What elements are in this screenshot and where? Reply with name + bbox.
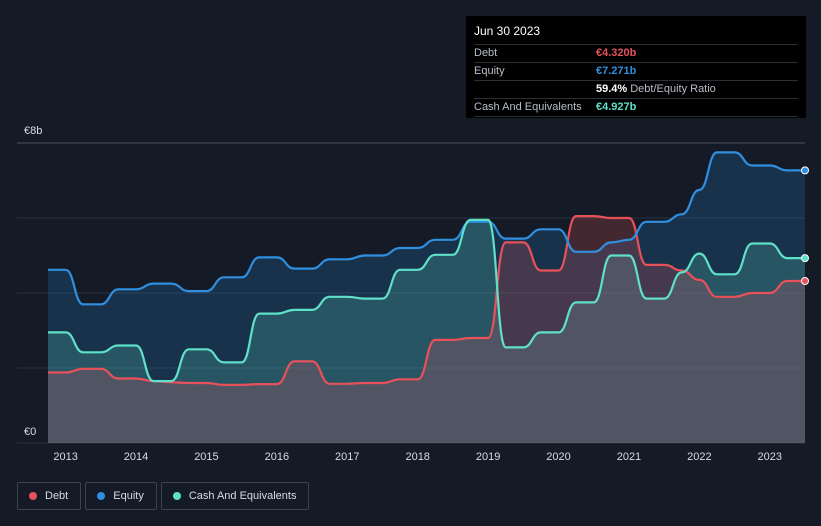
tooltip-debt-value: €4.320b [596,47,637,59]
tooltip-cash-value: €4.927b [596,101,637,113]
y-tick-label: €0 [24,426,36,438]
x-tick-label: 2016 [265,451,289,463]
series-areas [48,152,805,443]
equity-dot-icon [97,492,106,500]
x-tick-label: 2015 [194,451,218,463]
legend-debt-label: Debt [45,490,69,502]
equity-line [48,151,805,306]
debt-endpoint [801,277,809,285]
x-tick-label: 2014 [124,451,148,463]
debt-line [48,214,805,386]
tooltip-debt-label: Debt [474,47,498,59]
cash-and-equivalents-area [48,219,805,443]
legend-item-equity[interactable]: Equity [85,482,157,510]
y-axis-labels: €8b €0 [24,125,42,438]
tooltip-equity-label: Equity [474,65,505,77]
x-tick-label: 2020 [546,451,570,463]
tooltip-equity-row: Equity €7.271b [474,62,798,80]
cash-dot-icon [172,492,181,500]
y-tick-label: €8b [24,125,42,137]
series-lines [47,151,805,386]
x-tick-label: 2013 [53,451,77,463]
debt-dot-icon [29,492,37,500]
tooltip-ratio-value: 59.4% [596,83,628,95]
legend-item-debt[interactable]: Debt [17,482,82,510]
series-endpoints [801,166,809,285]
x-tick-label: 2022 [687,451,711,463]
cash-and-equivalents-endpoint [801,254,809,263]
x-tick-label: 2023 [758,451,782,463]
x-axis-labels: 2013 2014 2015 2016 2017 2018 2019 2020 2021 2022… [53,451,782,463]
tooltip-ratio-row: 59.4% Debt/Equity Ratio [474,80,798,98]
x-tick-label: 2019 [476,451,500,463]
legend-cash-label: Cash And Equivalents [188,490,297,502]
debt-area [48,216,805,443]
equity-area [48,152,805,443]
legend-item-cash[interactable]: Cash And Equivalents [160,482,310,510]
chart-legend: Debt Equity Cash And Equivalents [17,482,313,510]
tooltip-debt-row: Debt €4.320b [474,44,798,62]
tooltip-ratio-label: Debt/Equity Ratio [630,83,716,95]
equity-endpoint [801,166,809,175]
legend-equity-label: Equity [113,490,144,502]
cash-and-equivalents-line [47,218,805,383]
tooltip-cash-row: Cash And Equivalents €4.927b [474,98,798,117]
x-tick-label: 2021 [617,451,641,463]
x-tick-label: 2018 [405,451,429,463]
tooltip-cash-label: Cash And Equivalents [474,101,582,113]
tooltip-equity-value: €7.271b [596,65,637,77]
tooltip-date: Jun 30 2023 [474,24,541,38]
x-tick-label: 2017 [335,451,359,463]
data-tooltip: Jun 30 2023 Debt €4.320b Equity €7.271b … [466,16,806,118]
